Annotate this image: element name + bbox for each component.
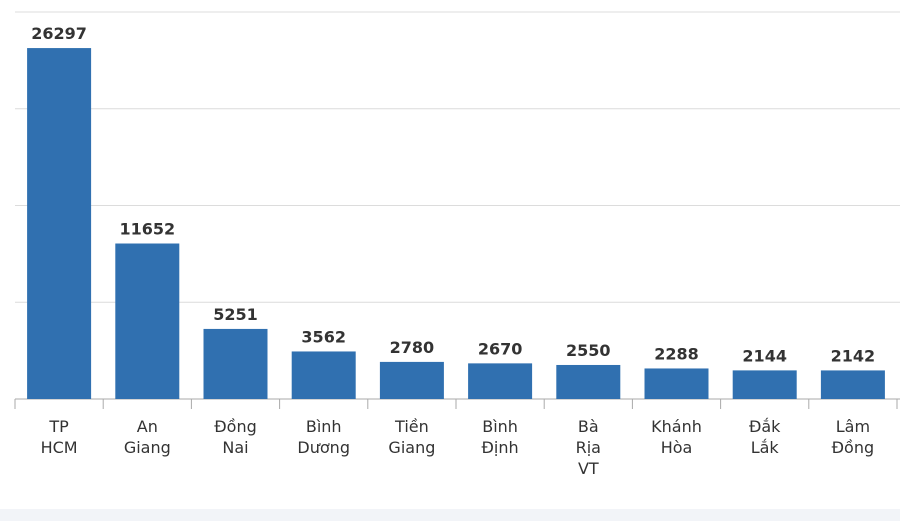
bar [732, 370, 797, 399]
x-tick-label: An Giang [124, 417, 171, 457]
x-tick-label-line: Lắk [751, 438, 780, 457]
bar [379, 361, 444, 399]
x-tick-label-line: Bà [578, 417, 599, 436]
value-label: 11652 [119, 220, 175, 239]
x-tick-label: Bà Rịa VT [576, 417, 601, 478]
value-label: 2288 [654, 344, 699, 363]
x-tick-label-line: Giang [124, 438, 171, 457]
value-label: 26297 [31, 24, 87, 43]
x-tick-label-line: Khánh [651, 417, 702, 436]
x-tick-label: Lâm Đồng [832, 417, 874, 457]
x-tick-label: Tiền Giang [388, 417, 435, 457]
x-tick-label-line: Dương [297, 438, 350, 457]
x-tick-label: TP HCM [41, 417, 78, 457]
bar [556, 364, 621, 399]
x-tick-label-line: Đồng [214, 417, 256, 436]
bar [115, 243, 180, 399]
value-label: 2670 [478, 339, 523, 358]
bar [203, 328, 268, 399]
value-label: 2780 [390, 338, 435, 357]
value-label: 2550 [566, 341, 611, 360]
value-label: 2142 [831, 346, 876, 365]
bar [27, 48, 92, 399]
x-tick-label-line: VT [578, 459, 599, 478]
x-tick-label-line: Định [482, 438, 519, 457]
x-tick-label-line: Đồng [832, 438, 874, 457]
x-tick-label-line: HCM [41, 438, 78, 457]
value-label: 3562 [301, 327, 346, 346]
value-label: 2144 [742, 346, 787, 365]
x-tick-label-line: Bình [306, 417, 342, 436]
bar [468, 363, 533, 399]
x-tick-label-line: Tiền [394, 417, 429, 436]
x-tick-label-line: Hòa [661, 438, 693, 457]
x-tick-label-line: Đắk [749, 417, 781, 436]
x-tick-label: Đồng Nai [214, 417, 256, 457]
x-tick-label: Khánh Hòa [651, 417, 702, 457]
x-tick-label: Bình Định [482, 417, 519, 457]
x-tick-label-line: Bình [482, 417, 518, 436]
x-tick-label: Bình Dương [297, 417, 350, 457]
x-tick-label-line: Giang [388, 438, 435, 457]
footer-strip [0, 509, 900, 521]
x-tick-label-line: Nai [222, 438, 248, 457]
bar [291, 351, 356, 399]
x-tick-label-line: Lâm [836, 417, 870, 436]
value-label: 5251 [213, 305, 258, 324]
bar [820, 370, 885, 399]
x-tick-label-line: An [137, 417, 158, 436]
x-tick-label-line: TP [48, 417, 69, 436]
x-tick-label-line: Rịa [576, 438, 601, 457]
x-tick-label: Đắk Lắk [749, 417, 781, 457]
bar [644, 368, 709, 399]
